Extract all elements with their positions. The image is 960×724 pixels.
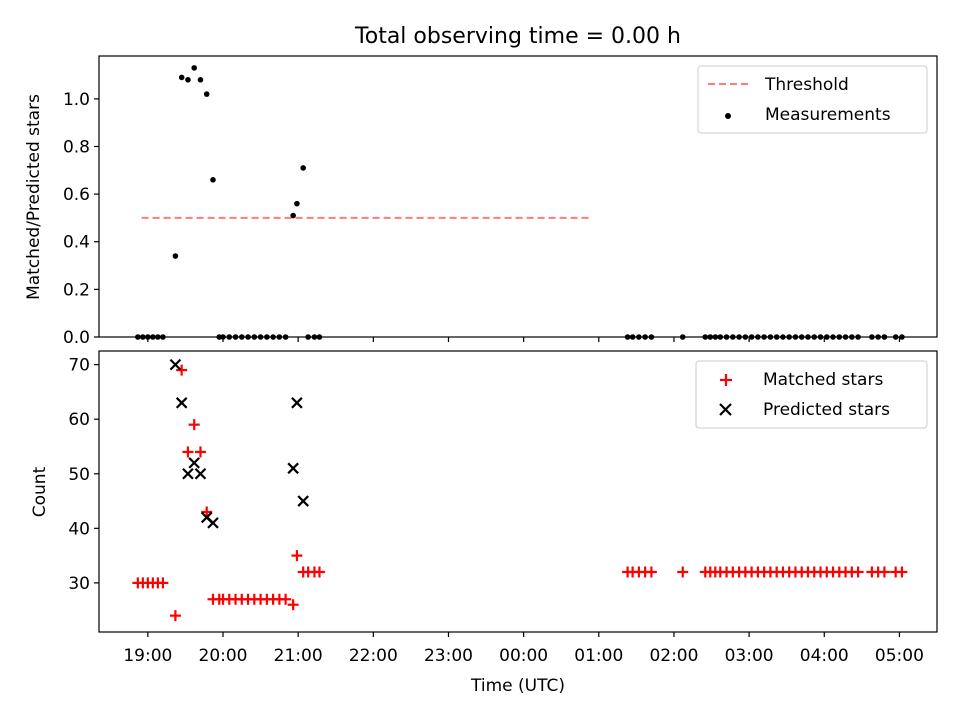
x-tick-label: 20:00 [199, 646, 248, 666]
predicted-star-point [291, 397, 303, 409]
predicted-star-point [287, 462, 299, 475]
x-tick-label: 21:00 [274, 646, 323, 666]
matched-star-point [645, 566, 657, 578]
bottom-y-tick-label: 50 [68, 465, 90, 485]
measurement-point [191, 65, 197, 71]
legend-predicted-label: Predicted stars [763, 400, 890, 420]
predicted-star-point [194, 467, 207, 480]
bottom-legend: Matched stars Predicted stars [695, 360, 928, 429]
top-y-tick-label: 0.4 [63, 233, 90, 253]
bottom-y-ticks: 30 40 50 60 70 [68, 356, 99, 594]
measurement-point [210, 177, 216, 183]
legend-predicted-swatch [719, 403, 732, 416]
matched-star-point [852, 566, 864, 578]
legend-matched-label: Matched stars [763, 370, 883, 390]
predicted-star-point [207, 517, 219, 529]
x-tick-label: 05:00 [875, 646, 924, 666]
bottom-axes-frame [98, 350, 938, 633]
matched-star-point [157, 577, 169, 589]
matched-star-point [176, 364, 188, 376]
top-y-tick-label: 0.8 [63, 137, 90, 157]
top-y-ticks: 0.0 0.2 0.4 0.6 0.8 1.0 [63, 90, 99, 348]
matched-star-point [896, 566, 908, 578]
x-tick-label: 02:00 [649, 646, 698, 666]
matched-star-point [201, 506, 213, 518]
top-y-tick-label: 0.0 [63, 328, 90, 348]
top-axes-frame [98, 55, 938, 338]
x-tick-label: 00:00 [499, 646, 548, 666]
legend-measurements-label: Measurements [765, 105, 891, 125]
top-y-axis-label: Matched/Predicted stars [24, 94, 44, 300]
x-tick-label: 01:00 [574, 646, 623, 666]
bottom-y-tick-label: 60 [68, 410, 90, 430]
top-marks [135, 65, 905, 340]
chart-title: Total observing time = 0.00 h [354, 24, 681, 49]
matched-star-point [878, 566, 890, 578]
predicted-star-point [297, 495, 309, 507]
matched-star-point [182, 446, 194, 458]
matched-star-point [169, 610, 181, 622]
x-tick-label: 22:00 [349, 646, 398, 666]
matched-star-point [287, 599, 299, 611]
matched-star-point [280, 593, 292, 605]
top-panel: Total observing time = 0.00 h 0.00.20.40… [24, 24, 938, 348]
measurement-point [197, 77, 204, 83]
bottom-y-tick-label: 40 [68, 519, 90, 539]
predicted-star-point [188, 457, 200, 469]
matched-star-point [194, 446, 206, 458]
bottom-x-ticks: 19:00 20:00 21:00 22:00 23:00 00:00 01:00 02:00… [123, 632, 924, 666]
measurement-point [185, 77, 191, 83]
matched-star-point [291, 550, 303, 562]
top-y-tick-label: 0.6 [63, 185, 90, 205]
matched-star-point [188, 419, 200, 431]
legend-threshold-label: Threshold [764, 75, 849, 95]
measurement-point [178, 74, 185, 81]
top-y-tick-label: 1.0 [63, 90, 90, 110]
x-tick-label: 03:00 [725, 646, 774, 666]
bottom-y-tick-label: 30 [68, 574, 90, 594]
legend-measurements-swatch [725, 113, 731, 119]
measurement-point [290, 212, 296, 219]
matched-star-point [313, 566, 325, 578]
bottom-marks [132, 358, 908, 622]
top-legend: Threshold Measurements [697, 65, 928, 134]
measurement-point [300, 165, 306, 171]
x-axis-label: Time (UTC) [470, 676, 565, 696]
measurement-point [203, 91, 210, 97]
bottom-y-tick-label: 70 [68, 356, 90, 376]
matched-star-point [677, 566, 689, 578]
measurement-point [294, 200, 300, 207]
x-tick-label: 19:00 [123, 646, 172, 666]
legend-matched-swatch [720, 374, 732, 386]
bottom-y-axis-label: Count [30, 466, 50, 517]
bottom-panel: 30 40 50 60 70 19:00 20:00 21:00 22:00 23:00 00:0… [30, 350, 938, 696]
x-tick-label: 23:00 [424, 646, 473, 666]
measurement-point [172, 253, 179, 259]
top-y-tick-label: 0.2 [63, 280, 90, 300]
predicted-star-point [175, 397, 188, 409]
x-tick-label: 04:00 [800, 646, 849, 666]
predicted-star-point [169, 358, 182, 371]
predicted-star-point [182, 467, 194, 480]
top-legend-box [697, 65, 928, 134]
top-x-tick-marks [147, 337, 901, 342]
bottom-legend-box [695, 360, 928, 429]
